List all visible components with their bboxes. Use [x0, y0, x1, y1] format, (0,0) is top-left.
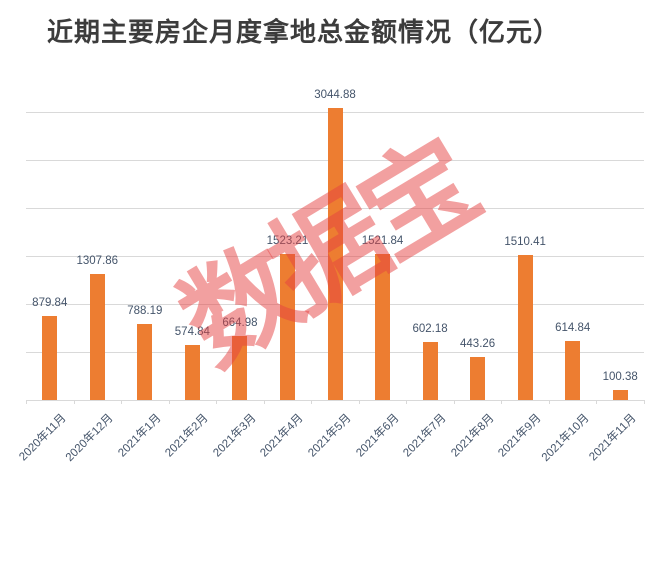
bar [327, 107, 343, 400]
bar [232, 336, 248, 400]
bar [279, 253, 295, 400]
x-axis-line [26, 400, 644, 401]
bar-value-label: 879.84 [32, 296, 68, 309]
x-axis-tick [26, 400, 27, 404]
bar-value-label: 1307.86 [76, 255, 119, 268]
x-axis-tick [311, 400, 313, 404]
bar [565, 340, 581, 400]
bar-value-label: 664.98 [222, 317, 258, 330]
x-axis-tick [501, 400, 503, 404]
bar-value-label: 1521.84 [361, 234, 404, 247]
bar-value-label: 443.26 [460, 338, 496, 351]
chart-page: { "title": "近期主要房企月度拿地总金额情况（亿元）", "water… [17, 18, 645, 465]
x-axis-tick [548, 400, 550, 404]
bar [89, 274, 105, 400]
bar [375, 253, 391, 400]
bar-value-label: 574.84 [174, 325, 210, 338]
bar [470, 357, 486, 400]
x-axis-tick [596, 400, 598, 404]
x-axis-tick [216, 400, 218, 404]
bar-value-label: 1510.41 [504, 236, 546, 248]
x-axis-tick [168, 400, 170, 404]
x-axis-tick [358, 400, 360, 404]
x-axis-tick [644, 400, 645, 404]
bar-value-label: 1523.21 [266, 234, 309, 247]
bar [517, 255, 533, 400]
x-axis-tick [73, 400, 75, 404]
x-axis-tick [406, 400, 408, 404]
bar [612, 390, 628, 400]
chart-title: 近期主要房企月度拿地总金额情况（亿元） [47, 18, 561, 47]
x-axis-tick [453, 400, 455, 404]
plot-area: 879.84 2020年11月 1307.86 2020年12月 788.19 2021年… [17, 88, 645, 464]
x-axis-tick [263, 400, 265, 404]
bar-value-label: 788.19 [127, 305, 163, 318]
x-axis-tick [121, 400, 123, 404]
bar [184, 344, 200, 400]
bar-value-label: 602.18 [412, 323, 448, 336]
bar [137, 324, 153, 400]
bar [422, 342, 438, 400]
bar-value-label: 100.38 [602, 371, 638, 384]
bar-value-label: 3044.88 [314, 88, 356, 101]
bar-value-label: 614.84 [555, 321, 591, 334]
bar [42, 315, 58, 400]
